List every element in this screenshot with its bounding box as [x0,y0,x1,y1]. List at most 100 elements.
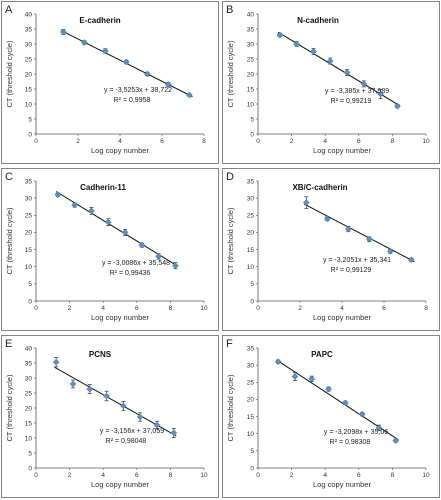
y-tick-label: 20 [247,230,255,237]
y-tick-label: 10 [25,101,33,108]
data-point-diamond-marker [274,358,282,366]
y-tick-label: 30 [25,195,33,202]
y-tick-label: 20 [247,71,255,78]
data-point-diamond-marker [386,247,394,255]
y-tick-label: 35 [247,178,255,185]
y-axis-label: CT (threshold cycle) [226,40,235,107]
data-point-diamond-marker [185,91,193,99]
x-tick-label: 4 [118,138,122,145]
y-tick-label: 35 [25,178,33,185]
x-tick-label: 0 [34,305,38,312]
data-point-diamond-marker [52,358,60,366]
x-tick-label: 8 [391,138,395,145]
panel-letter: A [5,4,13,16]
y-tick-label: 25 [247,380,255,387]
x-tick-label: 0 [256,472,260,479]
y-tick-label: 10 [247,264,255,271]
chart-title: PAPC [311,350,333,359]
chart-panel-c: C Cadherin-11 0 2 4 6 8 10 0 5 10 15 20 25 30 35 Log cop… [1,168,219,331]
y-tick-label: 40 [247,11,255,18]
data-point-diamond-marker [358,410,366,418]
data-point-diamond-marker [86,385,94,393]
data-point-diamond-marker [344,225,352,233]
x-axis-label: Log copy number [313,146,371,155]
data-point-diamond-marker [153,421,161,429]
y-tick-label: 25 [247,56,255,63]
x-axis-label: Log copy number [313,313,371,322]
x-tick-label: 8 [424,305,428,312]
y-tick-label: 0 [250,298,254,305]
y-tick-label: 25 [25,390,33,397]
chart-title: E-cadherin [79,16,120,25]
y-tick-label: 10 [247,101,255,108]
x-tick-label: 10 [422,472,430,479]
y-tick-label: 15 [247,247,255,254]
y-tick-label: 10 [25,435,33,442]
x-tick-label: 0 [256,305,260,312]
data-point-diamond-marker [325,385,332,393]
y-tick-label: 15 [247,414,255,421]
y-tick-label: 25 [25,213,33,220]
y-axis-label: CT (threshold cycle) [5,374,14,441]
y-tick-label: 5 [28,450,32,457]
x-tick-label: 2 [76,138,80,145]
data-point-diamond-marker [392,437,400,444]
y-tick-label: 5 [250,116,254,123]
chart-panel-a: A E-cadherin 0 2 4 6 8 0 5 10 15 20 25 30 35 40 Log copy… [1,1,219,164]
chart-title: PCNS [89,350,112,359]
y-tick-label: 0 [28,298,32,305]
y-tick-label: 10 [247,431,255,438]
x-tick-label: 2 [68,305,72,312]
panel-frame [222,1,440,164]
y-tick-label: 30 [247,41,255,48]
data-point-diamond-marker [122,58,130,66]
data-point-diamond-marker [375,424,383,432]
x-axis-label: Log copy number [313,480,371,489]
data-point-diamond-marker [377,90,384,98]
x-tick-label: 6 [357,138,361,145]
x-tick-label: 0 [256,138,260,145]
data-point-diamond-marker [120,402,127,410]
y-axis-label: CT (threshold cycle) [5,207,14,274]
panel-letter: D [226,171,234,183]
regression-equation: y = -3,385x + 37,989 [325,88,389,95]
data-point-diamond-marker [291,373,299,380]
r-squared-label: R² = 0,99129 [331,267,372,274]
data-point-diamond-marker [360,80,368,88]
regression-equation: y = -3,2098x + 35,06 [324,429,388,436]
data-point-diamond-marker [104,218,112,226]
chart-panel-b: B N-cadherin 0 2 4 6 8 10 0 5 10 15 20 25 30 35 40 Log co… [222,1,440,164]
y-tick-label: 5 [250,281,254,288]
regression-equation: y = -3,0086x + 35,548 [102,260,170,267]
regression-equation: y = -3,156x + 37,059 [100,428,164,435]
data-point-diamond-marker [293,40,300,48]
y-tick-label: 30 [247,362,255,369]
x-axis-label: Log copy number [91,313,149,322]
data-point-diamond-marker [276,31,284,39]
data-point-diamond-marker [302,199,310,206]
trend-line [303,203,415,263]
y-tick-label: 20 [25,405,33,412]
x-tick-label: 8 [391,472,395,479]
r-squared-label: R² = 0,99436 [110,270,151,277]
y-tick-label: 15 [25,86,33,93]
data-point-diamond-marker [69,380,77,388]
y-tick-label: 15 [25,247,33,254]
data-point-diamond-marker [343,69,351,76]
data-point-diamond-marker [103,392,110,400]
data-point-diamond-marker [54,191,62,199]
y-tick-label: 30 [247,195,255,202]
y-tick-label: 20 [25,71,33,78]
panel-frame [1,1,219,164]
r-squared-label: R² = 0,98048 [106,438,147,445]
data-point-diamond-marker [155,253,162,260]
data-point-diamond-marker [138,241,146,249]
y-tick-label: 35 [247,26,255,33]
chart-title: N-cadherin [297,16,339,25]
x-tick-label: 2 [290,472,294,479]
y-tick-label: 10 [25,264,33,271]
y-tick-label: 40 [25,345,33,352]
data-point-diamond-marker [101,47,109,55]
x-axis-label: Log copy number [91,146,149,155]
